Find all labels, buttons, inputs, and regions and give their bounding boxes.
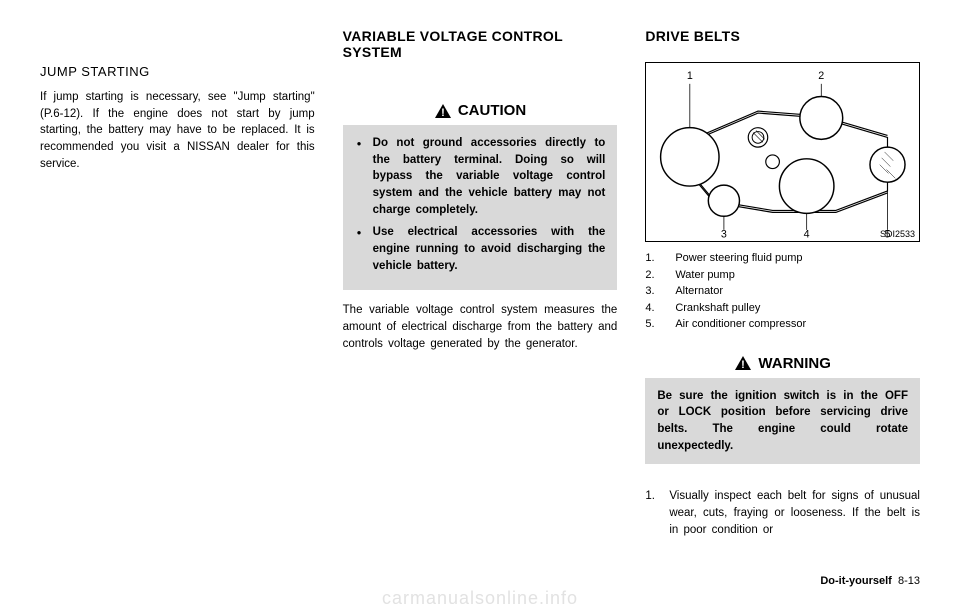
caution-item: Use electrical accessories with the engi… bbox=[355, 224, 606, 274]
list-item: 2. Water pump bbox=[645, 267, 920, 284]
list-num: 5. bbox=[645, 316, 654, 333]
caution-icon: ! bbox=[434, 103, 452, 119]
inspect-text: Visually inspect each belt for signs of … bbox=[669, 490, 920, 535]
list-label: Power steering fluid pump bbox=[675, 252, 802, 264]
warning-text: Be sure the ignition switch is in the OF… bbox=[657, 388, 908, 455]
inspect-list: 1. Visually inspect each belt for signs … bbox=[645, 488, 920, 538]
list-label: Crankshaft pulley bbox=[675, 302, 760, 314]
caution-list: Do not ground accessories directly to th… bbox=[355, 135, 606, 274]
list-num: 1. bbox=[645, 250, 654, 267]
page-footer: Do-it-yourself 8-13 bbox=[820, 575, 920, 587]
caution-item: Do not ground accessories directly to th… bbox=[355, 135, 606, 218]
column-3: DRIVE BELTS bbox=[645, 28, 920, 538]
drive-belts-header: DRIVE BELTS bbox=[645, 28, 920, 44]
variable-voltage-body: The variable voltage control system meas… bbox=[343, 302, 618, 352]
watermark: carmanualsonline.info bbox=[382, 588, 578, 609]
variable-voltage-header: VARIABLE VOLTAGE CONTROL SYSTEM bbox=[343, 28, 618, 60]
diagram-code: SDI2533 bbox=[880, 229, 915, 239]
svg-text:!: ! bbox=[441, 107, 445, 119]
warning-title-row: ! WARNING bbox=[645, 349, 920, 378]
inspect-num: 1. bbox=[645, 488, 655, 505]
jump-starting-heading: JUMP STARTING bbox=[40, 64, 315, 79]
inspect-item: 1. Visually inspect each belt for signs … bbox=[645, 488, 920, 538]
caution-box: ! CAUTION Do not ground accessories dire… bbox=[343, 96, 618, 290]
list-num: 2. bbox=[645, 267, 654, 284]
list-item: 1. Power steering fluid pump bbox=[645, 250, 920, 267]
list-label: Alternator bbox=[675, 285, 723, 297]
list-item: 5. Air conditioner compressor bbox=[645, 316, 920, 333]
footer-page: 8-13 bbox=[898, 575, 920, 587]
warning-icon: ! bbox=[734, 355, 752, 371]
list-num: 4. bbox=[645, 300, 654, 317]
caution-label: CAUTION bbox=[458, 102, 526, 119]
jump-starting-body: If jump starting is necessary, see "Jump… bbox=[40, 89, 315, 172]
list-label: Air conditioner compressor bbox=[675, 318, 806, 330]
warning-box: ! WARNING Be sure the ignition switch is… bbox=[645, 349, 920, 465]
column-2: VARIABLE VOLTAGE CONTROL SYSTEM ! CAUTIO… bbox=[343, 28, 618, 538]
footer-section: Do-it-yourself bbox=[820, 575, 892, 587]
page-grid: JUMP STARTING If jump starting is necess… bbox=[40, 28, 920, 538]
list-num: 3. bbox=[645, 283, 654, 300]
svg-text:1: 1 bbox=[687, 70, 693, 82]
svg-text:3: 3 bbox=[721, 229, 727, 241]
svg-text:!: ! bbox=[742, 359, 746, 371]
belt-diagram-svg: 1 2 3 4 5 bbox=[646, 63, 919, 241]
column-1: JUMP STARTING If jump starting is necess… bbox=[40, 28, 315, 538]
list-item: 3. Alternator bbox=[645, 283, 920, 300]
list-label: Water pump bbox=[675, 269, 735, 281]
svg-text:2: 2 bbox=[819, 70, 825, 82]
svg-text:4: 4 bbox=[804, 229, 810, 241]
drive-belt-diagram: 1 2 3 4 5 SDI2533 bbox=[645, 62, 920, 242]
parts-list: 1. Power steering fluid pump 2. Water pump… bbox=[645, 250, 920, 333]
list-item: 4. Crankshaft pulley bbox=[645, 300, 920, 317]
warning-label: WARNING bbox=[758, 355, 831, 372]
caution-title-row: ! CAUTION bbox=[343, 96, 618, 125]
